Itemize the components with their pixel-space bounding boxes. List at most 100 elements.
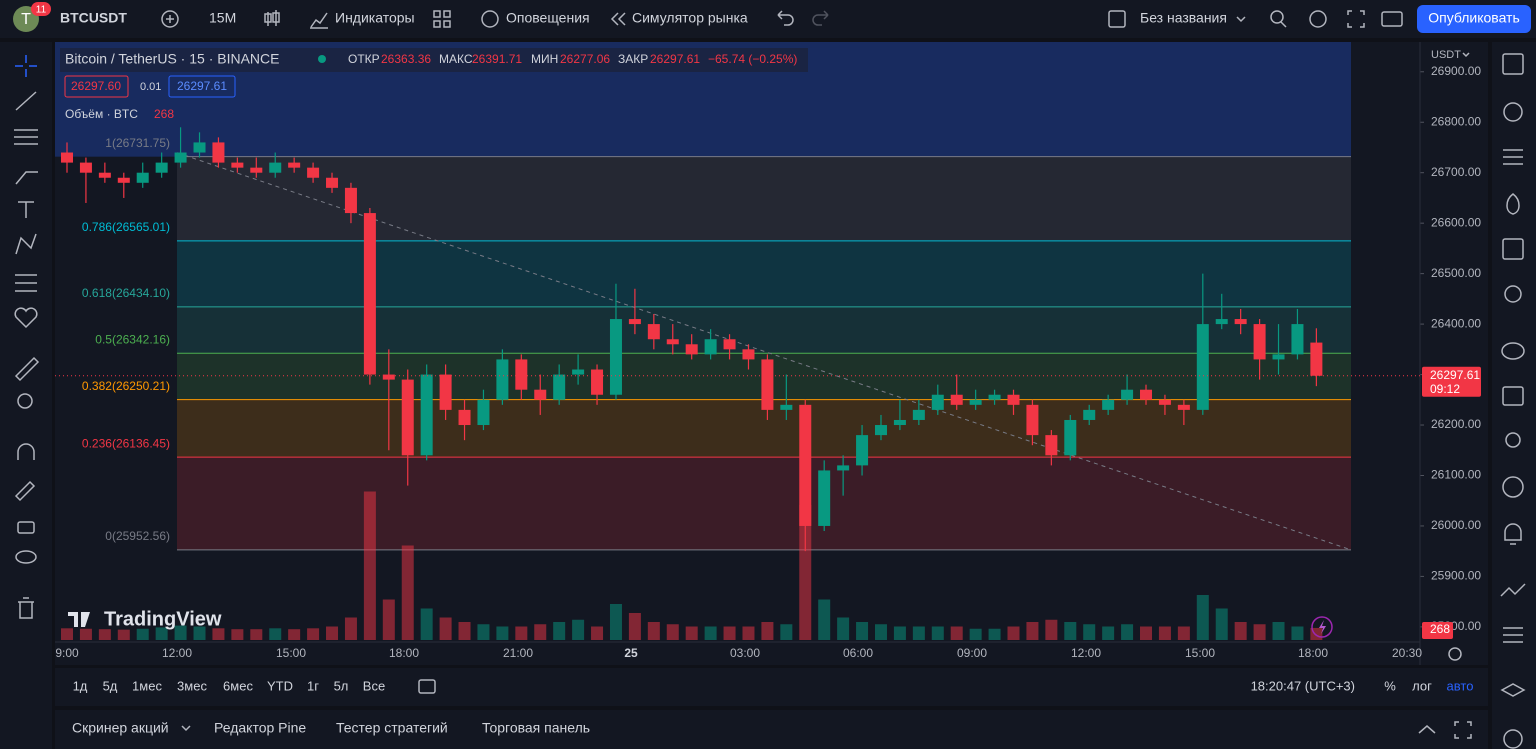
alerts-widget[interactable] [1503,102,1523,122]
range-button[interactable]: 1г [307,678,319,693]
bottom-tab[interactable]: Редактор Pine [214,720,306,736]
fib-tool[interactable] [14,129,38,145]
chat-icon[interactable] [1501,342,1525,360]
ruler-tool[interactable] [14,356,40,382]
scale-mode[interactable]: авто [1447,678,1474,693]
favorites-tool[interactable] [14,307,38,329]
camera-icon[interactable] [1381,11,1403,27]
ask-box [168,75,236,98]
range-button[interactable]: 5д [103,678,118,693]
replay[interactable]: Симулятор рынка [632,10,748,26]
candle-body [666,339,679,345]
maximize-icon[interactable] [1454,721,1472,739]
bottom-tab[interactable]: Тестер стратегий [336,720,448,736]
templates-icon[interactable] [433,10,451,28]
chart-type-icon[interactable] [264,10,280,26]
candle-body [212,142,225,163]
volume-bar [174,625,187,640]
layout-name[interactable]: Без названия [1140,10,1227,26]
layout-checkbox[interactable] [1108,10,1126,28]
volume-bar [837,617,850,640]
axis-settings[interactable] [1448,647,1462,661]
candle-body [1177,404,1190,410]
volume-bar [799,505,812,640]
hide-tool[interactable] [15,550,37,564]
messages-icon[interactable] [1502,386,1524,406]
pattern-tool[interactable] [15,233,37,255]
candle-body [1158,399,1171,405]
symbol[interactable]: BTCUSDT [60,10,127,26]
fib-label: 1(26731.75) [105,136,170,150]
text-tool[interactable] [18,201,34,218]
ideas-icon[interactable] [1504,285,1522,303]
crosshair-tool[interactable] [15,55,37,77]
range-button[interactable]: 5л [334,678,349,693]
undo[interactable] [777,10,794,26]
delete-tool[interactable] [18,597,34,619]
range-button[interactable]: Все [363,678,385,693]
volume-bar [988,628,1001,640]
candle-body [117,177,130,183]
range-button[interactable]: 1мес [132,678,162,693]
volume-badge [1422,622,1453,639]
candle-body [837,465,850,471]
goto-date[interactable] [418,679,436,694]
candle-body [98,172,111,178]
collapse-icon[interactable] [1418,725,1436,734]
magnet-tool[interactable] [17,443,35,460]
redo[interactable] [812,10,829,26]
range-button[interactable]: YTD [267,678,293,693]
draw-mode-tool[interactable] [14,480,36,502]
y-tick-label: 26000.00 [1431,518,1481,532]
scale-mode[interactable]: % [1384,678,1396,693]
range-button[interactable]: 3мес [177,678,207,693]
candle-body [704,339,717,355]
trendline-tool[interactable] [15,91,37,111]
publish-button[interactable] [1417,5,1531,33]
watchlist-icon[interactable] [1502,53,1524,75]
indicators[interactable]: Индикаторы [335,10,415,26]
prediction-tool[interactable] [15,274,37,292]
interval[interactable]: 15M [209,10,236,26]
search-icon[interactable] [1270,10,1284,24]
add-symbol-icon[interactable] [161,10,179,28]
fullscreen-icon[interactable] [1347,10,1365,28]
signals-icon[interactable] [1500,583,1526,597]
candle-body [1007,394,1020,405]
brush-tool[interactable] [15,171,38,185]
volume-bar [856,622,869,640]
currency: USDT [1431,49,1461,61]
volume-bar [1007,626,1020,640]
candle-body [1291,324,1304,355]
fib-zone [177,306,1351,354]
help-icon[interactable] [1503,729,1523,749]
zoom-tool[interactable] [17,393,33,409]
volume-bar [534,624,547,640]
bottom-tab[interactable]: Торговая панель [482,720,590,736]
settings-icon[interactable] [1309,10,1327,28]
alerts[interactable]: Оповещения [506,10,590,26]
candle-body [1253,324,1266,360]
hotlist-icon[interactable] [1503,149,1523,165]
volume-bar [1140,626,1153,640]
play-icon[interactable] [1502,476,1524,498]
candle-body [382,374,395,380]
orders-icon[interactable] [1503,627,1523,643]
range-button[interactable]: 6мес [223,678,253,693]
streams-icon[interactable] [1505,432,1521,448]
layers-icon[interactable] [1500,683,1526,697]
notifications-icon[interactable] [1504,523,1522,545]
last-price-badge [1422,366,1481,397]
volume-bar [685,626,698,640]
candle-body [250,167,263,173]
volume-bar [363,491,376,640]
bottom-tab[interactable]: Скринер акций [72,720,169,736]
y-tick-label: 26900.00 [1431,64,1481,78]
scale-mode[interactable]: лог [1412,678,1432,693]
volume-bar [344,617,357,640]
lock-tool[interactable] [17,521,35,534]
trending-icon[interactable] [1506,193,1520,215]
candle-body [1215,319,1228,325]
calendar-icon[interactable] [1502,238,1524,260]
range-button[interactable]: 1д [73,678,88,693]
